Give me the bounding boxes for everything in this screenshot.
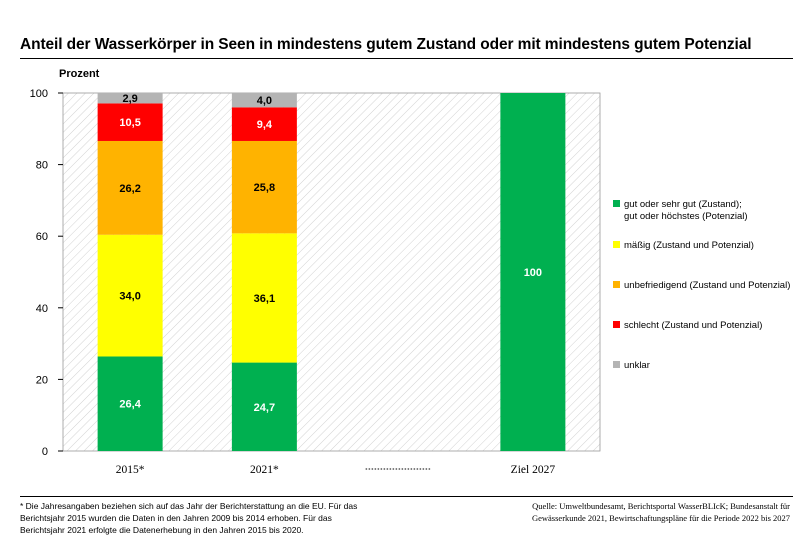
x-category-label: Ziel 2027 [511, 464, 556, 476]
bar-value-label: 9,4 [257, 119, 273, 131]
y-tick-label: 60 [36, 231, 48, 243]
legend-label: unbefriedigend (Zustand und Potenzial) [624, 280, 790, 291]
source-note: Quelle: Umweltbundesamt, Berichtsportal … [531, 501, 790, 523]
y-tick-label: 20 [36, 374, 48, 386]
bar-segment [231, 233, 297, 363]
bar-segment [97, 234, 163, 357]
legend-label: mäßig (Zustand und Potenzial) [624, 240, 754, 251]
x-axis-categories: 2015* 2021* Ziel 2027 [116, 464, 556, 476]
bar-value-label: 4,0 [257, 95, 272, 107]
stacked-bar-chart: Prozent 0 20 40 60 80 100 26,4 34,0 26,2 10,5 2,9… [30, 68, 791, 476]
y-axis-ticks: 0 20 40 60 80 100 [30, 88, 63, 458]
y-tick-label: 80 [36, 160, 48, 172]
bar-value-label: 36,1 [254, 293, 275, 305]
legend: gut oder sehr gut (Zustand);gut oder höc… [613, 199, 790, 371]
legend-label: unklar [624, 360, 650, 371]
legend-label: gut oder höchstes (Potenzial) [624, 211, 748, 222]
bar-segment [500, 93, 566, 451]
bar-value-label: 34,0 [119, 291, 140, 303]
chart-title: Anteil der Wasserkörper in Seen in minde… [20, 36, 752, 53]
bar-value-label: 26,2 [119, 183, 140, 195]
title-divider [20, 58, 793, 59]
bar-value-label: 26,4 [119, 399, 141, 411]
footnote: * Die Jahresangaben beziehen sich auf da… [20, 501, 358, 535]
bar-segment [97, 93, 163, 104]
bar-value-label: 100 [524, 267, 542, 279]
bar-value-label: 24,7 [254, 402, 275, 414]
legend-label: gut oder sehr gut (Zustand); [624, 199, 742, 210]
bar-segment [97, 356, 163, 451]
legend-swatch [613, 321, 620, 328]
x-category-label: 2015* [116, 464, 145, 476]
legend-swatch [613, 361, 620, 368]
bar-segment [97, 103, 163, 141]
legend-swatch [613, 200, 620, 207]
footer-divider [20, 496, 793, 497]
y-tick-label: 100 [30, 88, 48, 100]
bar-segment [97, 140, 163, 235]
bar-value-label: 25,8 [254, 182, 275, 194]
bar-segment [231, 362, 297, 451]
bar-value-label: 2,9 [122, 93, 137, 105]
bars: 26,4 34,0 26,2 10,5 2,9 24,7 36,1 25,8 9,4 4,0 100 [97, 93, 566, 451]
y-tick-label: 40 [36, 303, 48, 315]
y-tick-label: 0 [42, 446, 48, 458]
bar-segment [231, 140, 297, 234]
bar-value-label: 10,5 [119, 117, 140, 129]
bar-segment [231, 107, 297, 141]
x-category-label: 2021* [250, 464, 279, 476]
legend-label: schlecht (Zustand und Potenzial) [624, 320, 762, 331]
bar-segment [231, 93, 297, 108]
legend-swatch [613, 281, 620, 288]
y-axis-label: Prozent [59, 68, 100, 80]
legend-swatch [613, 241, 620, 248]
